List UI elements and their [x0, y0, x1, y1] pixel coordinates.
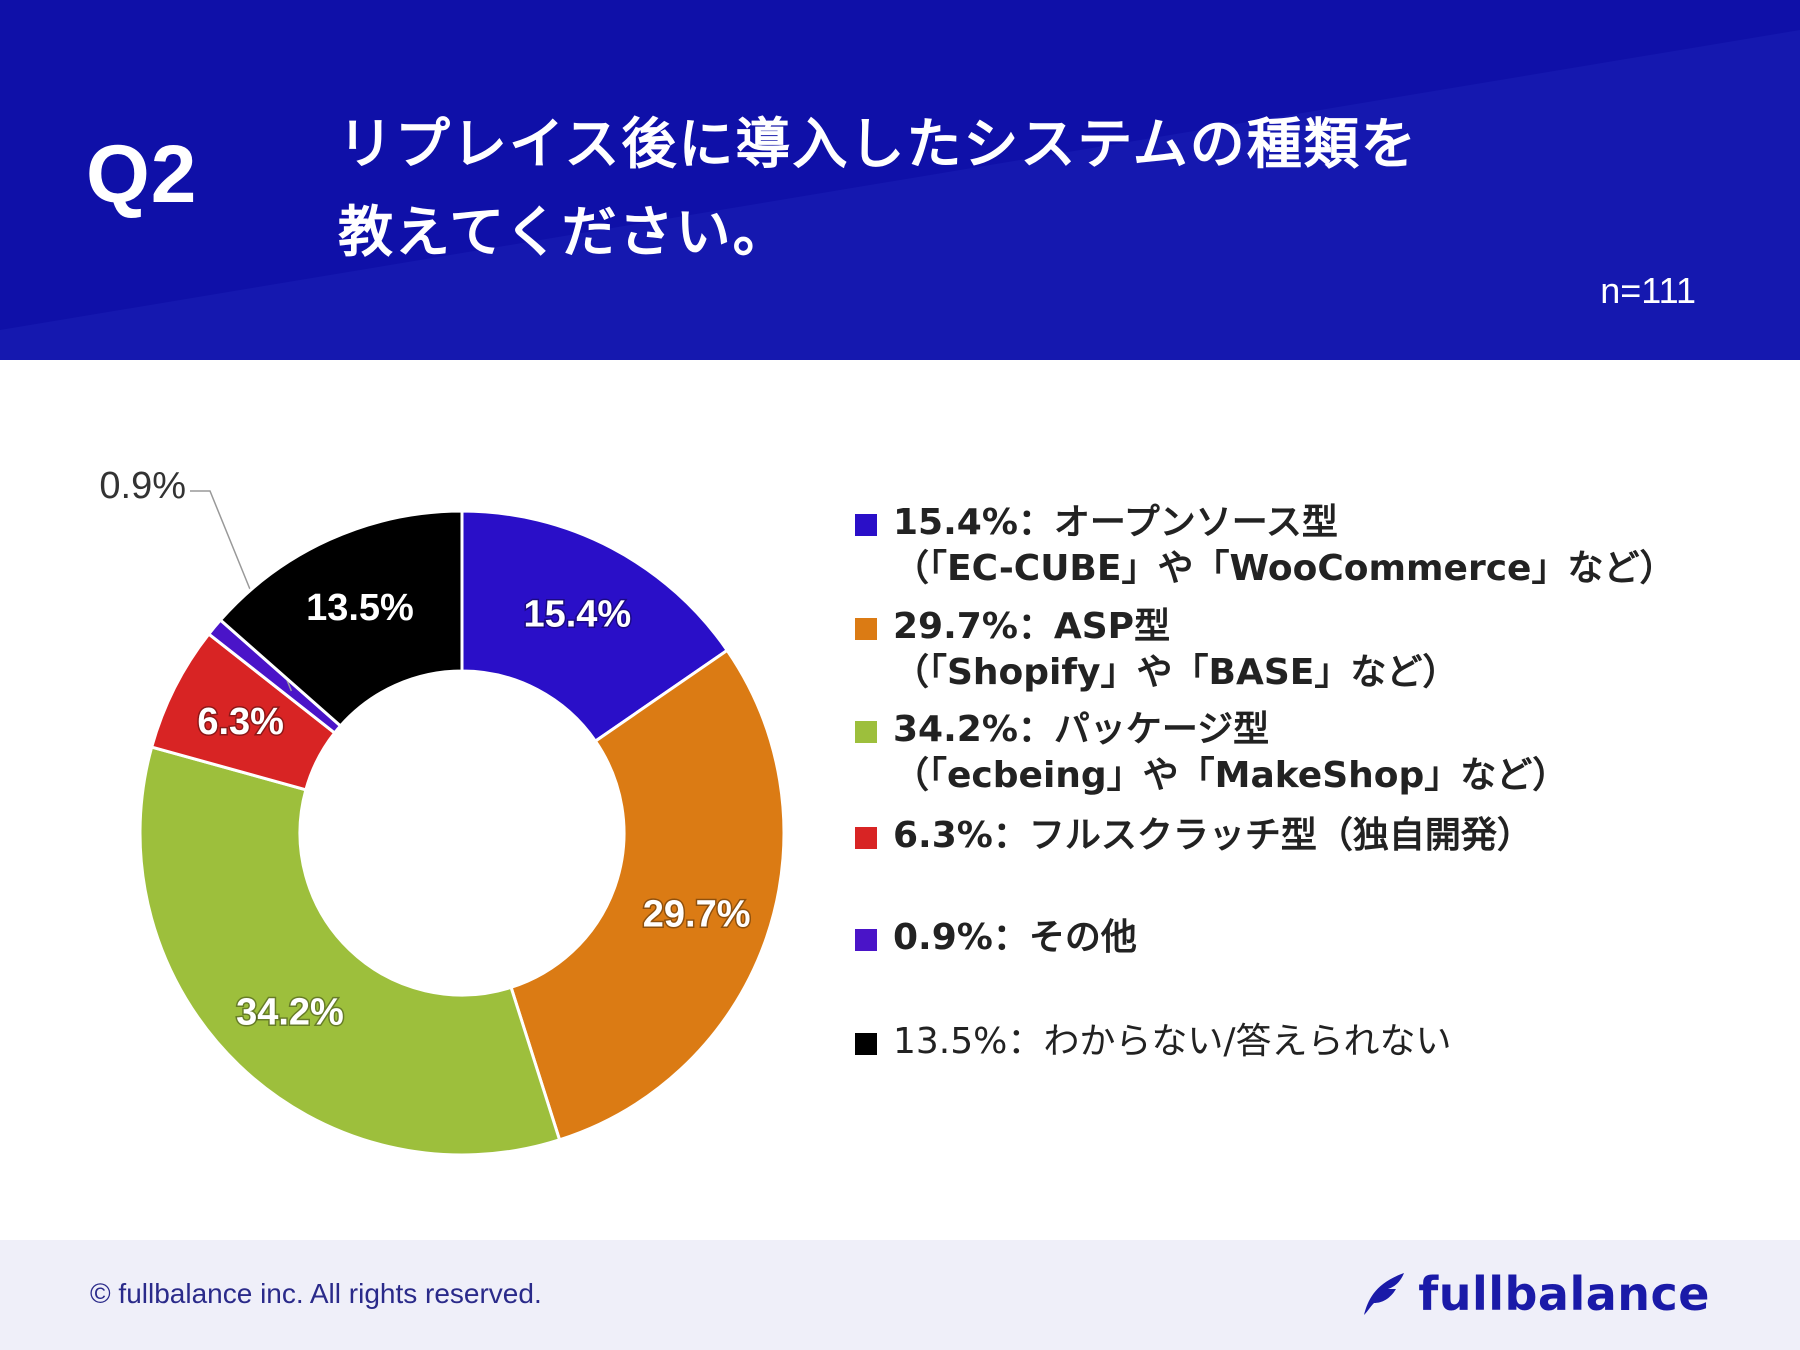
header-diagonal-band — [0, 30, 1800, 360]
question-line-1: リプレイス後に導入したシステムの種類を — [338, 112, 1418, 176]
legend-label: 6.3%：フルスクラッチ型（独自開発） — [893, 815, 1533, 856]
slice-label-package: 34.2% — [236, 992, 344, 1034]
legend-label: 13.5%：わからない/答えられない — [893, 1021, 1452, 1062]
slice-label-unknown: 13.5% — [306, 587, 414, 629]
copyright-text: © fullbalance inc. All rights reserved. — [90, 1278, 542, 1309]
legend-sublabel: （「Shopify」や「BASE」など） — [893, 652, 1459, 693]
brand-name: fullbalance — [1418, 1267, 1710, 1321]
legend-label: 29.7%：ASP型 — [893, 606, 1171, 647]
legend-label: 34.2%：パッケージ型 — [893, 709, 1270, 750]
header: Q2 リプレイス後に導入したシステムの種類を 教えてください。 n=111 — [0, 0, 1800, 360]
legend-swatch — [855, 514, 877, 536]
brand-logo: fullbalance — [1358, 1262, 1710, 1326]
slice-unknown — [218, 509, 464, 728]
feather-icon — [1364, 1273, 1405, 1315]
sample-size: n=111 — [1600, 270, 1696, 311]
slice-label-full-scratch: 6.3% — [197, 701, 284, 743]
slice-open-source — [460, 509, 730, 744]
legend-swatch — [855, 1033, 877, 1055]
legend-swatch — [855, 721, 877, 743]
legend-label: 15.4%：オープンソース型 — [893, 502, 1338, 543]
legend-swatch — [855, 827, 877, 849]
legend-label: 0.9%：その他 — [893, 917, 1137, 958]
chart-area: 15.4% 29.7% 34.2% 6.3% 0.9% 13.5% 15.4%：オープンソ… — [0, 360, 1800, 1240]
slice-label-open-source: 15.4% — [523, 593, 631, 635]
legend-sublabel: （「EC-CUBE」や「WooCommerce」など） — [893, 548, 1676, 589]
legend-swatch — [855, 618, 877, 640]
question-text: リプレイス後に導入したシステムの種類を 教えてください。 — [338, 100, 1538, 276]
question-line-2: 教えてください。 — [338, 200, 790, 264]
donut-chart: 15.4% 29.7% 34.2% 6.3% 0.9% 13.5% — [99, 465, 786, 1157]
slice-label-asp: 29.7% — [643, 893, 751, 935]
slice-label-other: 0.9% — [99, 465, 186, 507]
footer: © fullbalance inc. All rights reserved. … — [0, 1240, 1800, 1350]
legend-swatch — [855, 929, 877, 951]
slice-package — [138, 745, 562, 1157]
slice-asp — [509, 648, 786, 1142]
legend-sublabel: （「ecbeing」や「MakeShop」など） — [893, 755, 1569, 796]
question-number: Q2 — [86, 129, 198, 220]
